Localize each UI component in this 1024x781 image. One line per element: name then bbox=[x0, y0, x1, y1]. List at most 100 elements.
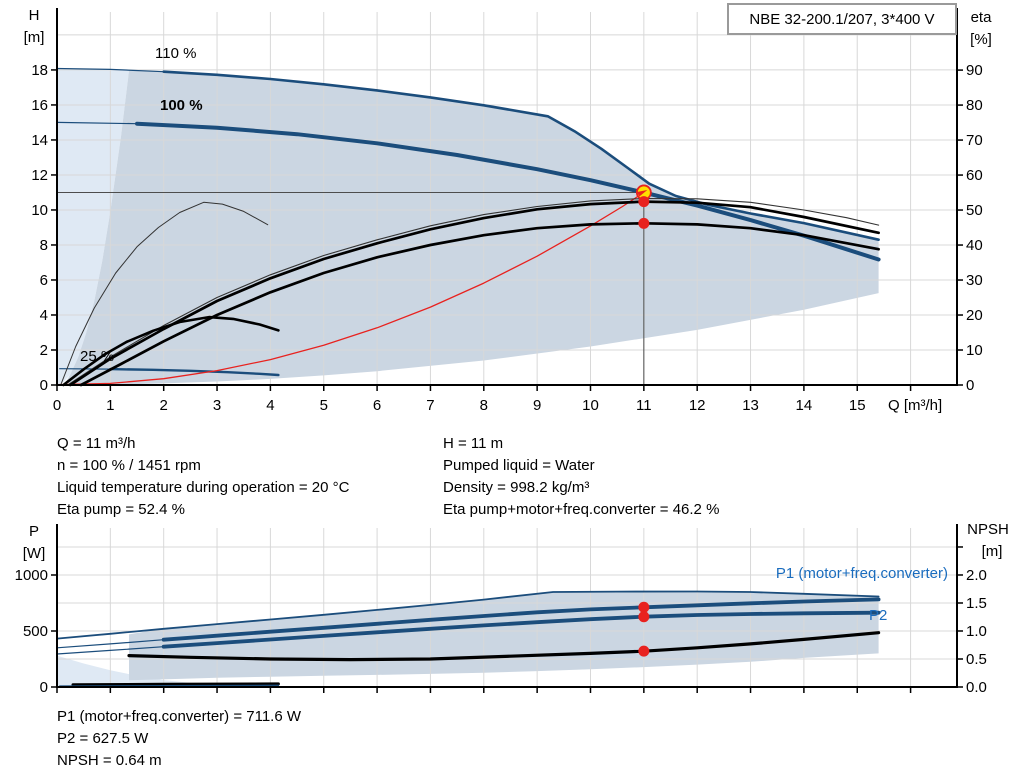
pump-model-title: NBE 32-200.1/207, 3*400 V bbox=[749, 10, 935, 28]
x-tick-label: 1 bbox=[106, 397, 114, 414]
x-tick-label: 12 bbox=[689, 397, 706, 414]
duty-info-line: Density = 998.2 kg/m³ bbox=[443, 479, 590, 496]
axis-unit-label: P bbox=[29, 523, 39, 540]
curve-label: P1 (motor+freq.converter) bbox=[776, 565, 948, 582]
right-tick-label: 30 bbox=[966, 272, 983, 289]
x-tick-label: 14 bbox=[796, 397, 813, 414]
left-tick-label: 6 bbox=[40, 272, 48, 289]
axis-unit-label: [m] bbox=[982, 543, 1003, 560]
left-tick-label: 500 bbox=[23, 623, 48, 640]
right-tick-label: 0.5 bbox=[966, 651, 987, 668]
x-tick-label: 3 bbox=[213, 397, 221, 414]
right-tick-label: 20 bbox=[966, 307, 983, 324]
x-tick-label: 0 bbox=[53, 397, 61, 414]
duty-info-line: n = 100 % / 1451 rpm bbox=[57, 457, 201, 474]
right-tick-label: 0.0 bbox=[966, 679, 987, 696]
x-tick-label: 9 bbox=[533, 397, 541, 414]
x-tick-label: 11 bbox=[636, 397, 652, 414]
x-tick-label: 6 bbox=[373, 397, 381, 414]
right-tick-label: 80 bbox=[966, 97, 983, 114]
eta-pump-thin bbox=[67, 197, 880, 386]
speed-curve-100-bold bbox=[135, 121, 881, 262]
left-tick-label: 0 bbox=[40, 377, 48, 394]
right-tick-label: 90 bbox=[966, 62, 983, 79]
right-tick-label: 40 bbox=[966, 237, 983, 254]
duty-info-line: Eta pump = 52.4 % bbox=[57, 501, 185, 518]
right-tick-label: 1.5 bbox=[966, 595, 987, 612]
duty-info-line: Pumped liquid = Water bbox=[443, 457, 595, 474]
left-tick-label: 8 bbox=[40, 237, 48, 254]
p2-point[interactable] bbox=[638, 611, 650, 623]
right-tick-label: 0 bbox=[966, 377, 974, 394]
duty-info-line: Eta pump+motor+freq.converter = 46.2 % bbox=[443, 501, 720, 518]
right-tick-label: 50 bbox=[966, 202, 983, 219]
axis-unit-label: eta bbox=[971, 9, 993, 26]
duty-info-left: Q = 11 m³/h n = 100 % / 1451 rpm Liquid te… bbox=[57, 433, 349, 521]
eta-pump-bold bbox=[68, 200, 880, 387]
curve-label: P2 bbox=[869, 607, 887, 624]
qh-plot-area[interactable] bbox=[57, 12, 957, 385]
eta-pump-25-thin bbox=[60, 201, 269, 386]
duty-arrow-icon bbox=[636, 189, 648, 197]
axis-unit-label: [%] bbox=[970, 31, 992, 48]
duty-info-line: H = 11 m bbox=[443, 435, 504, 452]
x-tick-label: 7 bbox=[426, 397, 434, 414]
left-tick-label: 2 bbox=[40, 342, 48, 359]
right-tick-label: 60 bbox=[966, 167, 983, 184]
p1-100-curve-bold bbox=[161, 597, 881, 642]
eta-total-bold bbox=[79, 221, 880, 387]
result-info: P1 (motor+freq.converter) = 711.6 W P2 = … bbox=[57, 706, 301, 772]
eta-total-25-bold bbox=[62, 315, 280, 387]
npsh-point[interactable] bbox=[638, 645, 650, 657]
x-tick-label: 2 bbox=[160, 397, 168, 414]
power-plot-area[interactable] bbox=[57, 528, 957, 687]
duty-info-right: H = 11 m Pumped liquid = Water Density = 9… bbox=[443, 433, 719, 521]
duty-info-line: Q = 11 m³/h bbox=[57, 435, 136, 452]
p-25-black bbox=[71, 682, 280, 687]
x-tick-label: 13 bbox=[742, 397, 759, 414]
eta-pump-point[interactable] bbox=[638, 196, 650, 208]
left-tick-label: 10 bbox=[31, 202, 48, 219]
system-curve-red bbox=[56, 191, 645, 386]
p1-110-curve bbox=[56, 590, 880, 640]
axis-unit-label: H bbox=[29, 7, 40, 24]
result-info-line: NPSH = 0.64 m bbox=[57, 752, 162, 769]
left-tick-label: 14 bbox=[31, 132, 48, 149]
eta-total-point[interactable] bbox=[638, 217, 650, 229]
x-tick-label: 10 bbox=[582, 397, 599, 414]
axis-unit-label: Q [m³/h] bbox=[888, 397, 942, 414]
axis-unit-label: NPSH bbox=[967, 521, 1009, 538]
left-tick-label: 16 bbox=[31, 97, 48, 114]
left-tick-label: 0 bbox=[40, 679, 48, 696]
speed-curve-110-bold bbox=[162, 70, 880, 241]
left-tick-label: 12 bbox=[31, 167, 48, 184]
left-tick-label: 1000 bbox=[15, 567, 48, 584]
p1-point[interactable] bbox=[638, 601, 650, 613]
pump-model-box: NBE 32-200.1/207, 3*400 V bbox=[727, 3, 957, 35]
x-tick-label: 15 bbox=[849, 397, 866, 414]
npsh-curve bbox=[127, 631, 881, 662]
curve-label: 110 % bbox=[155, 45, 196, 62]
right-tick-label: 1.0 bbox=[966, 623, 987, 640]
p2-100-curve-bold bbox=[161, 610, 881, 649]
power-pale-region bbox=[57, 655, 303, 687]
x-tick-label: 5 bbox=[320, 397, 328, 414]
result-info-line: P1 (motor+freq.converter) = 711.6 W bbox=[57, 708, 301, 725]
low-flow-pale-region bbox=[57, 69, 129, 385]
x-tick-label: 8 bbox=[480, 397, 488, 414]
axis-unit-label: [m] bbox=[24, 29, 45, 46]
right-tick-label: 70 bbox=[966, 132, 983, 149]
duty-info-line: Liquid temperature during operation = 20… bbox=[57, 479, 350, 496]
curve-label: 100 % bbox=[160, 97, 203, 114]
result-info-line: P2 = 627.5 W bbox=[57, 730, 149, 747]
left-tick-label: 18 bbox=[31, 62, 48, 79]
left-tick-label: 4 bbox=[40, 307, 48, 324]
right-tick-label: 2.0 bbox=[966, 567, 987, 584]
curve-label: 25 % bbox=[80, 348, 114, 365]
x-tick-label: 4 bbox=[266, 397, 274, 414]
right-tick-label: 10 bbox=[966, 342, 983, 359]
duty-envelope-region bbox=[65, 70, 879, 385]
axis-unit-label: [W] bbox=[23, 545, 46, 562]
